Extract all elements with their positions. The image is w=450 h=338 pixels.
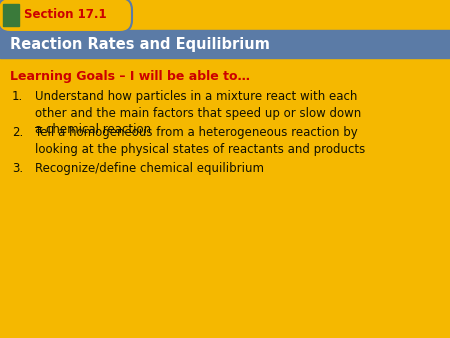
Text: Reaction Rates and Equilibrium: Reaction Rates and Equilibrium (10, 37, 270, 51)
Text: Tell a homogeneous from a heterogeneous reaction by
looking at the physical stat: Tell a homogeneous from a heterogeneous … (35, 126, 365, 155)
Bar (3, 4, 19, 26)
Bar (0, 30, 450, 58)
FancyBboxPatch shape (0, 0, 132, 32)
Text: Section 17.1: Section 17.1 (24, 8, 107, 22)
Text: Understand how particles in a mixture react with each
other and the main factors: Understand how particles in a mixture re… (35, 90, 361, 136)
Text: 2.: 2. (12, 126, 23, 139)
Text: Learning Goals – I will be able to…: Learning Goals – I will be able to… (10, 70, 250, 83)
Text: Recognize/define chemical equilibrium: Recognize/define chemical equilibrium (35, 162, 264, 175)
Text: 3.: 3. (12, 162, 23, 175)
Text: 1.: 1. (12, 90, 23, 103)
